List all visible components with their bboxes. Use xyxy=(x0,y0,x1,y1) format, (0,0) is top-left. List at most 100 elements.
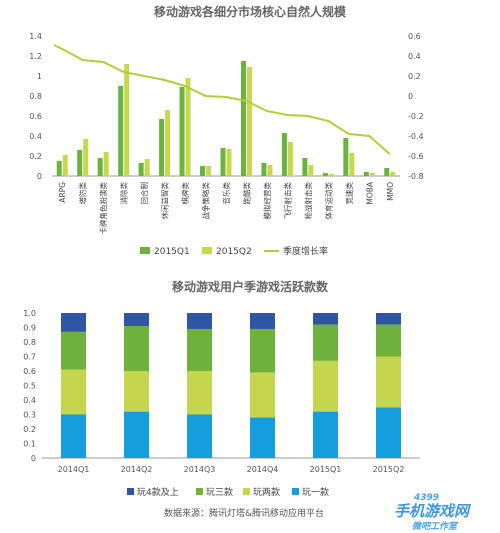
y2-tick-label: -0.4 xyxy=(408,132,424,141)
bar-2015q2 xyxy=(165,110,171,176)
segment-one-game xyxy=(313,411,338,458)
segment-three-games xyxy=(61,331,86,370)
segment-one-game xyxy=(124,411,149,458)
bar-2015q1 xyxy=(97,158,103,176)
x-category-label: 跑酷类 xyxy=(241,182,251,205)
chart1-title: 移动游戏各细分市场核心自然人规模 xyxy=(154,4,347,19)
segment-four-plus-games xyxy=(250,313,275,329)
x-category-label: 2015Q1 xyxy=(310,465,342,474)
segment-two-games xyxy=(187,371,212,415)
bar-2015q2 xyxy=(267,165,273,176)
segment-four-plus-games xyxy=(187,313,212,329)
bar-2015q2 xyxy=(369,173,375,176)
x-category-label: 休闲益智类 xyxy=(160,182,170,220)
legend-label-2015q2: 2015Q2 xyxy=(216,247,252,257)
segment-two-games xyxy=(313,360,338,412)
bar-2015q2 xyxy=(185,78,191,176)
bar-2015q1 xyxy=(384,168,390,176)
y2-tick-label: 0.4 xyxy=(408,52,421,61)
x-category-label: 2015Q2 xyxy=(373,465,405,474)
bar-2015q1 xyxy=(281,133,287,176)
x-category-label: ARPG xyxy=(58,182,67,203)
y2-tick-label: 0.6 xyxy=(408,32,421,41)
bar-2015q1 xyxy=(220,148,226,176)
y-tick-label: 0.8 xyxy=(23,338,36,347)
y-tick-label: 0 xyxy=(37,172,42,181)
bar-2015q1 xyxy=(77,150,83,176)
y-tick-label: 0.1 xyxy=(23,440,36,449)
segment-one-game xyxy=(187,414,212,458)
x-category-label: 飞行射击类 xyxy=(282,182,292,220)
bar-2015q1 xyxy=(343,138,349,176)
source-note: 数据来源：腾讯灯塔&腾讯移动应用平台 xyxy=(164,507,324,519)
watermark-logo: 4399 手机游戏网 微吧工作室 xyxy=(394,493,472,532)
bar-2015q1 xyxy=(138,163,144,176)
segment-three-games xyxy=(124,326,149,371)
x-category-label: 棋牌类 xyxy=(180,182,190,205)
segment-one-game xyxy=(250,417,275,458)
x-category-label: 模拟经营类 xyxy=(262,182,272,220)
y-tick-label: 0.3 xyxy=(23,411,36,420)
x-category-label: 卡牌角色扮演类 xyxy=(98,182,108,235)
segment-four-plus-games xyxy=(313,313,338,325)
legend-swatch-one xyxy=(292,488,299,495)
legend-label-three: 玩三款 xyxy=(206,486,233,498)
y2-tick-label: 0.2 xyxy=(408,72,421,81)
segment-two-games xyxy=(61,369,86,415)
bar-2015q2 xyxy=(83,139,89,176)
bar-2015q2 xyxy=(246,67,252,176)
y2-tick-label: -0.6 xyxy=(408,152,424,161)
legend-label-two: 玩两款 xyxy=(253,486,280,498)
svg-text:手机游戏网: 手机游戏网 xyxy=(394,502,472,520)
y-tick-label: 0.4 xyxy=(23,396,36,405)
y-tick-label: 0.7 xyxy=(23,353,36,362)
bar-2015q1 xyxy=(302,158,308,176)
svg-text:微吧工作室: 微吧工作室 xyxy=(412,521,459,532)
bar-2015q1 xyxy=(56,161,62,176)
y-tick-label: 0.6 xyxy=(29,112,42,121)
y2-tick-label: 0 xyxy=(408,92,413,101)
chart1-legend: 2015Q1 2015Q2 季度增长率 xyxy=(140,245,328,257)
x-category-label: 2014Q4 xyxy=(247,465,279,474)
top-chart: 移动游戏各细分市场核心自然人规模 0 0.2 0.4 0.6 0.8 1 1.2 1.4 -0.… xyxy=(29,4,423,257)
legend-swatch-three xyxy=(196,488,203,495)
bar-2015q2 xyxy=(287,142,293,176)
x-category-label: 2014Q2 xyxy=(121,465,153,474)
y-tick-label: 1 xyxy=(37,72,42,81)
y-tick-label: 0.6 xyxy=(23,367,36,376)
bar-2015q1 xyxy=(118,86,124,176)
chart2-legend: 玩4款及上 玩三款 玩两款 玩一款 xyxy=(127,486,329,498)
bar-2015q1 xyxy=(179,87,185,176)
bar-2015q2 xyxy=(328,174,334,176)
bar-2015q2 xyxy=(62,155,68,176)
x-category-label: 竞速类 xyxy=(344,182,354,205)
legend-label-top4: 玩4款及上 xyxy=(137,486,179,498)
y-tick-label: 0.2 xyxy=(23,425,36,434)
x-category-label: 体育运动类 xyxy=(323,182,333,220)
chart2-x-labels: 2014Q1 2014Q2 2014Q3 2014Q4 2015Q1 2015Q2 xyxy=(58,465,405,474)
segment-one-game xyxy=(376,407,401,458)
x-category-label: 消除类 xyxy=(119,182,129,205)
growth-rate-series xyxy=(53,44,391,155)
y-tick-label: 0.5 xyxy=(23,382,36,391)
x-category-label: 音乐类 xyxy=(221,182,231,205)
y-tick-label: 0 xyxy=(31,454,36,463)
y2-tick-label: -0.2 xyxy=(408,112,424,121)
x-category-label: 战争策略类 xyxy=(201,182,211,220)
legend-swatch-top4 xyxy=(127,488,134,495)
legend-swatch-two xyxy=(243,488,250,495)
segment-four-plus-games xyxy=(124,313,149,327)
bar-2015q1 xyxy=(363,172,369,176)
x-category-label: MOBA xyxy=(365,181,374,205)
chart2-title: 移动游戏用户季游戏活跃款数 xyxy=(172,279,329,294)
x-category-label: 枪战射击类 xyxy=(303,182,313,220)
legend-label-2015q1: 2015Q1 xyxy=(154,247,190,257)
y2-tick-label: -0.8 xyxy=(408,172,424,181)
segment-two-games xyxy=(376,356,401,408)
segment-four-plus-games xyxy=(376,313,401,325)
segment-two-games xyxy=(250,372,275,418)
y-tick-label: 1.0 xyxy=(23,309,36,318)
x-category-label: 2014Q3 xyxy=(184,465,216,474)
y-tick-label: 1.4 xyxy=(29,32,42,41)
